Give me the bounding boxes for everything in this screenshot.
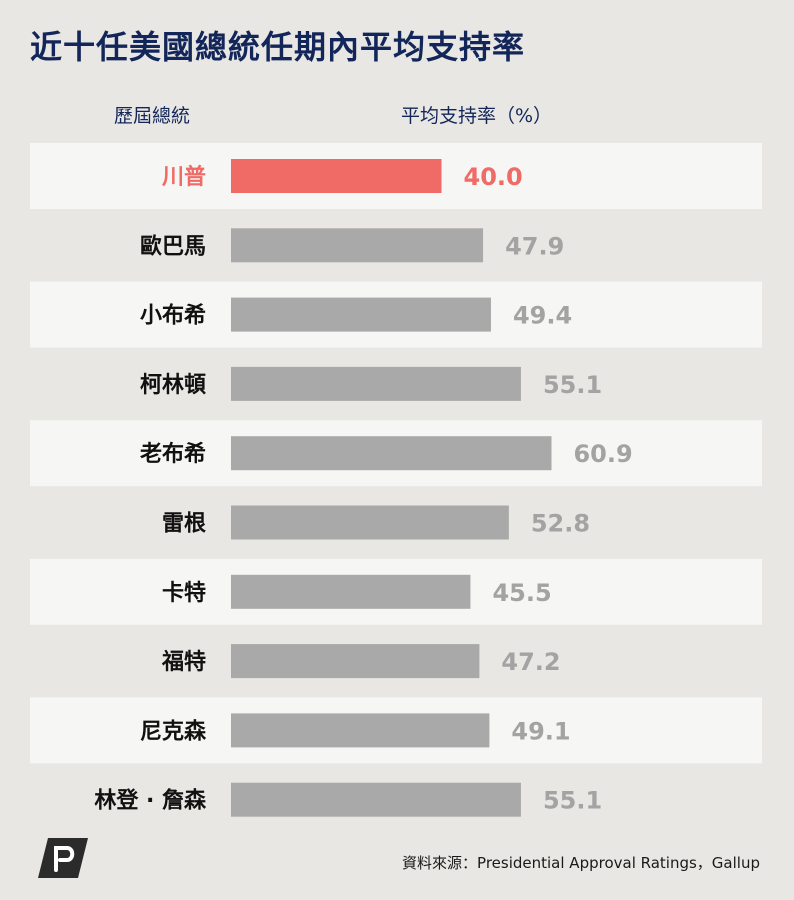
approval-bar [231, 574, 471, 609]
president-label: 卡特 [162, 580, 206, 606]
president-label: 林登 · 詹森 [94, 788, 207, 814]
approval-bar [231, 228, 484, 263]
president-label: 川普 [161, 164, 206, 190]
p-logo-icon [38, 838, 88, 882]
value-label: 52.8 [531, 510, 590, 538]
president-label: 歐巴馬 [140, 233, 206, 259]
value-label: 49.1 [511, 717, 570, 745]
approval-bar [231, 297, 491, 332]
president-label: 雷根 [162, 512, 206, 537]
value-label: 49.4 [513, 302, 572, 330]
value-label: 60.9 [573, 440, 632, 468]
value-label: 40.0 [464, 163, 523, 191]
value-label: 47.2 [501, 648, 560, 676]
value-label: 55.1 [543, 371, 602, 399]
president-label: 尼克森 [140, 718, 207, 744]
value-label: 55.1 [543, 787, 602, 815]
president-column-header: 歷屆總統 [114, 105, 191, 127]
president-label: 柯林頓 [140, 372, 206, 398]
approval-bar [231, 505, 509, 540]
value-label: 47.9 [505, 232, 564, 260]
approval-bar [231, 782, 521, 817]
president-label: 小布希 [140, 303, 206, 329]
chart-title: 近十任美國總統任期內平均支持率 [30, 28, 526, 66]
president-label: 老布希 [139, 441, 206, 467]
approval-bar [231, 366, 521, 401]
approval-bar [231, 644, 480, 679]
president-label: 福特 [161, 649, 206, 675]
value-label: 45.5 [492, 579, 551, 607]
approval-column-header: 平均支持率（%） [401, 105, 553, 127]
approval-bar [231, 436, 552, 471]
source-note: 資料來源：Presidential Approval Ratings，Gallu… [402, 854, 760, 872]
approval-bar [231, 713, 490, 748]
approval-bar [231, 159, 442, 193]
